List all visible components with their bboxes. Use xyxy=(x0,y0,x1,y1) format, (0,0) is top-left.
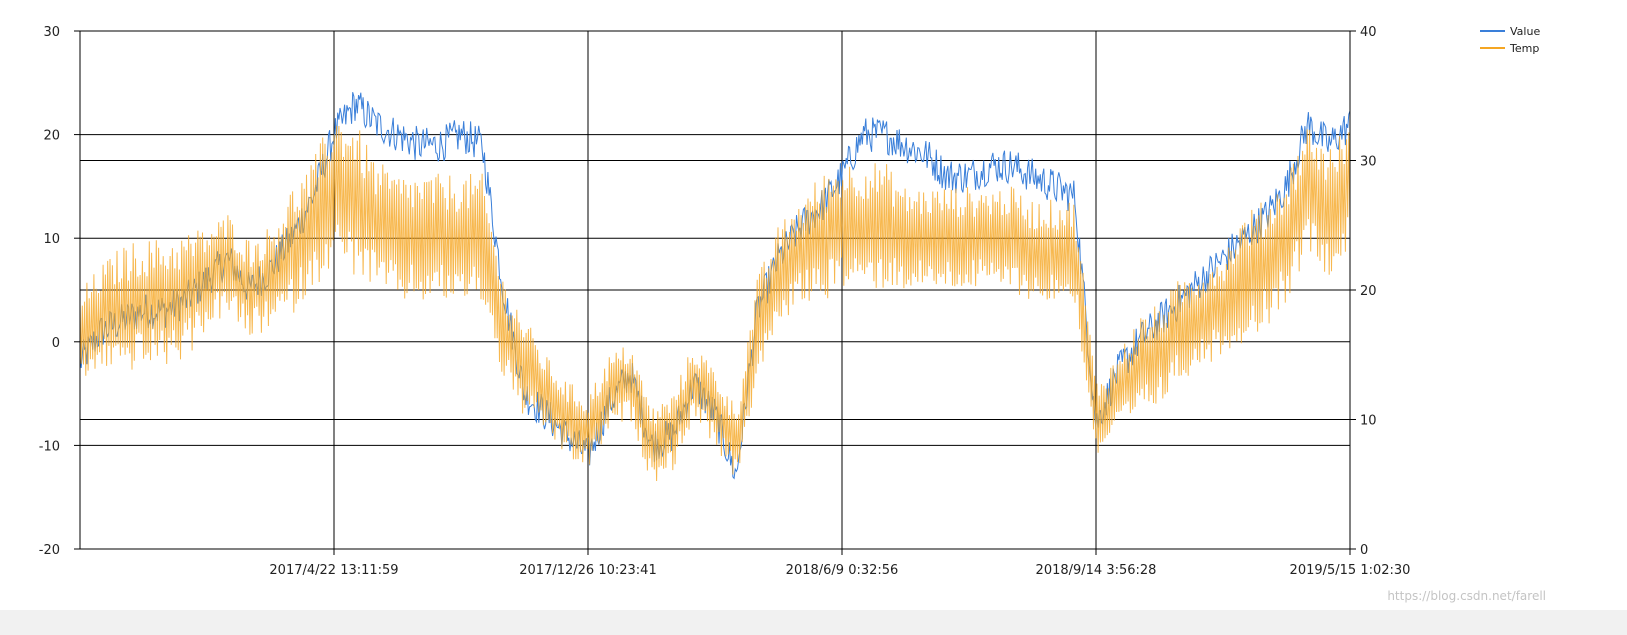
y-left-tick-label: 10 xyxy=(43,232,60,247)
legend-label-temp: Temp xyxy=(1509,42,1539,55)
y-right-tick-label: 40 xyxy=(1360,25,1377,40)
y-right-tick-label: 10 xyxy=(1360,414,1377,429)
y-left-tick-label: 20 xyxy=(43,129,60,144)
status-strip xyxy=(0,610,1627,635)
series-line-temp xyxy=(79,125,1351,482)
x-tick-label: 2018/6/9 0:32:56 xyxy=(786,563,899,578)
x-tick-label: 2017/12/26 10:23:41 xyxy=(519,563,656,578)
legend-label-value: Value xyxy=(1510,25,1540,38)
y-left-tick-label: -20 xyxy=(39,543,60,558)
y-right-tick-label: 30 xyxy=(1360,155,1377,170)
y-left-tick-label: -10 xyxy=(39,439,60,454)
y-left-tick-label: 30 xyxy=(43,25,60,40)
y-left-tick-label: 0 xyxy=(52,336,60,351)
axis-layer: 30 20 10 0 -10 -20 40 30 20 10 0 2017/4/22 13:11:59… xyxy=(39,25,1411,578)
x-tick-label: 2017/4/22 13:11:59 xyxy=(269,563,398,578)
x-tick-label: 2019/5/15 1:02:30 xyxy=(1290,563,1411,578)
x-tick-label: 2018/9/14 3:56:28 xyxy=(1036,563,1157,578)
series-layer xyxy=(79,92,1351,482)
watermark: https://blog.csdn.net/farell xyxy=(1387,589,1546,603)
y-right-tick-label: 20 xyxy=(1360,284,1377,299)
legend: Value Temp xyxy=(1480,25,1540,55)
y-right-tick-label: 0 xyxy=(1360,543,1368,558)
